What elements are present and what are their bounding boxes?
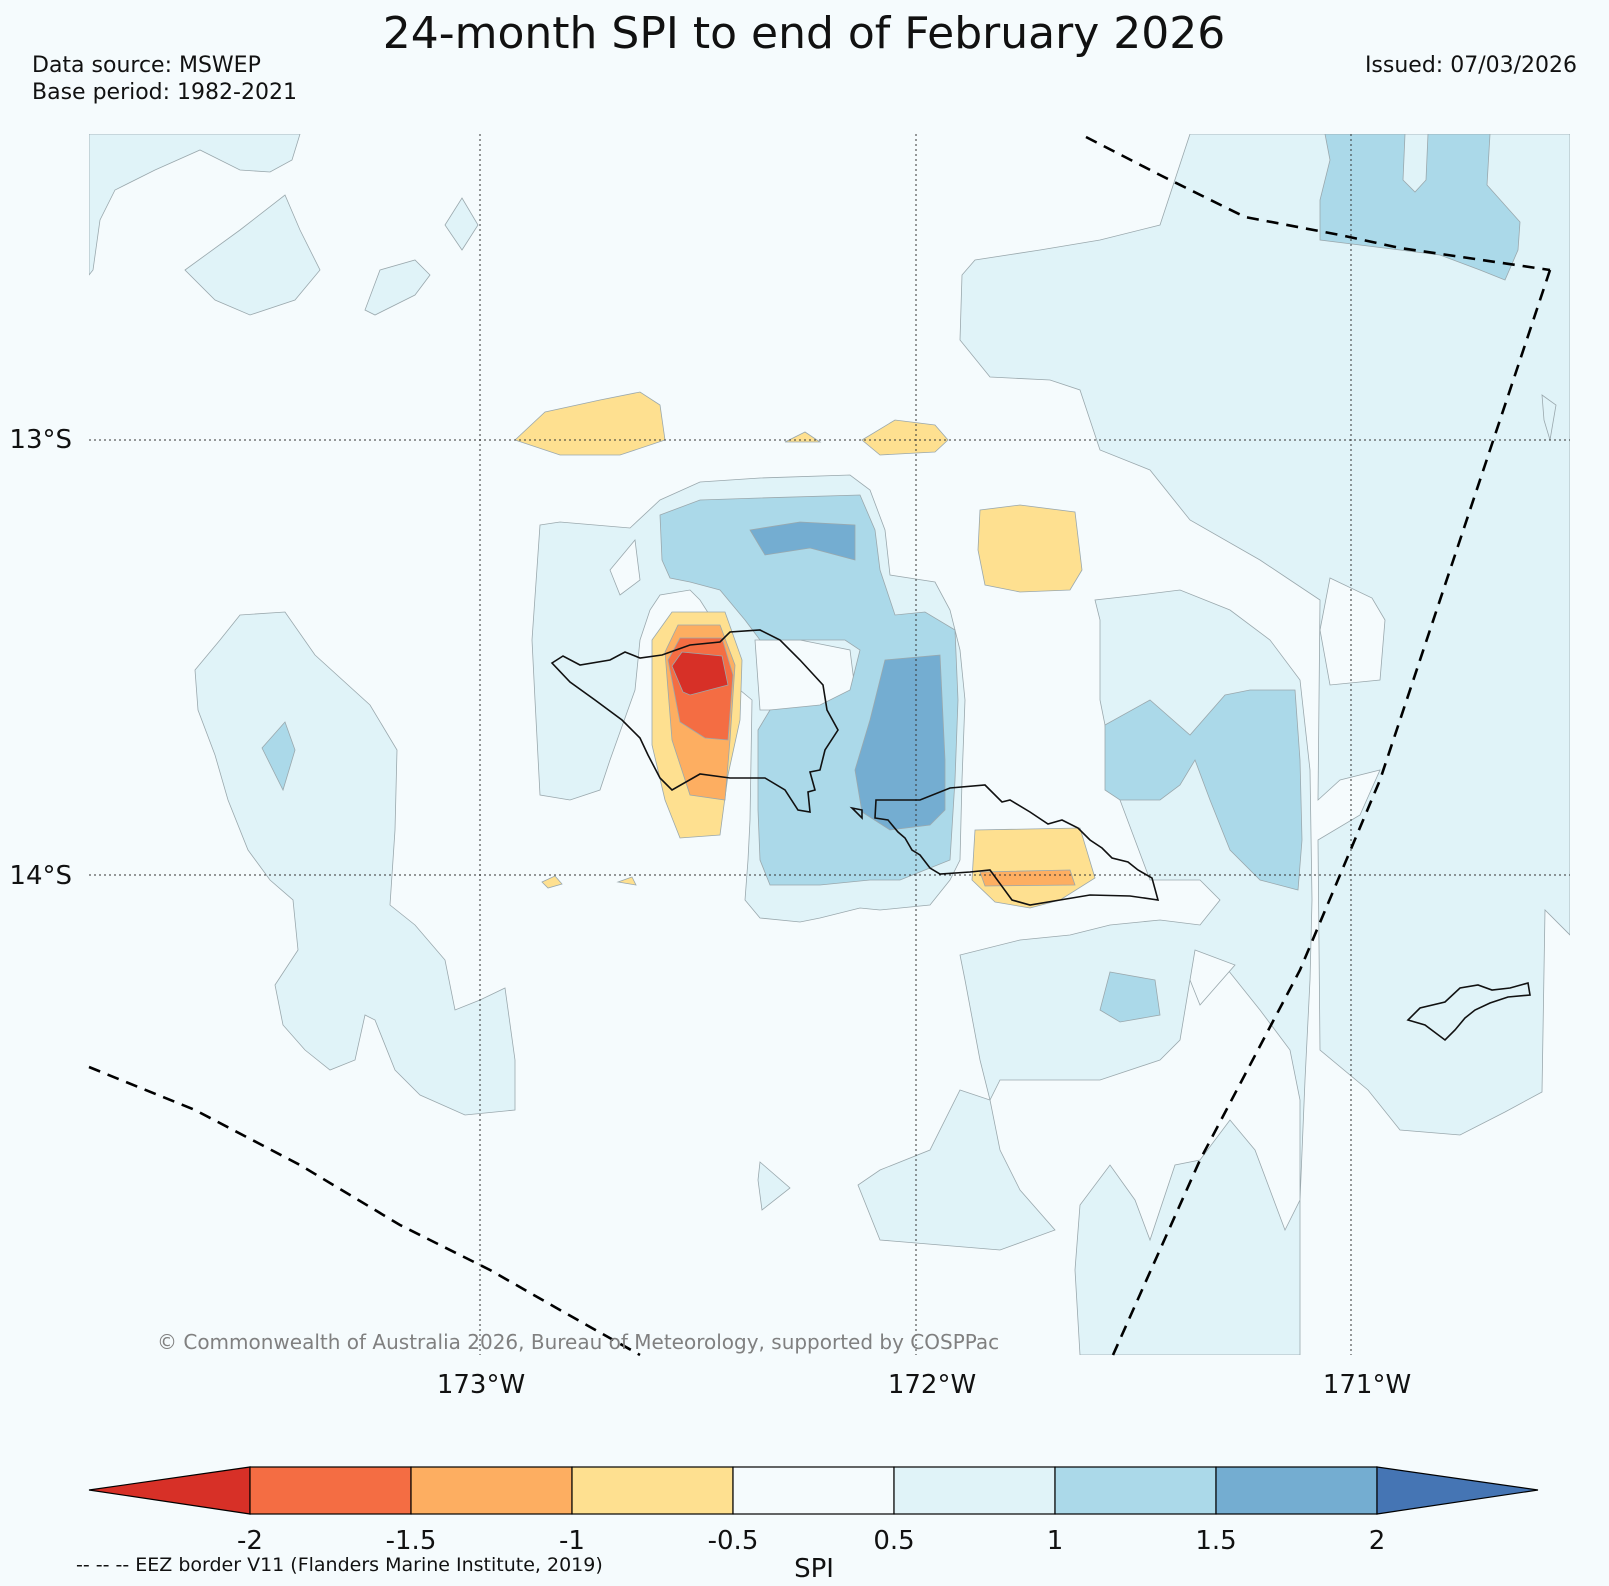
colorbar-ticks: -2 -1.5 -1 -0.5 0.5 1 1.5 2 — [237, 1526, 1385, 1556]
lon-label-172w: 172°W — [888, 1370, 976, 1400]
contour-0.5-1-small-blob-b — [444, 197, 479, 251]
contour-1.5-2-top — [749, 521, 856, 561]
eez-border-southwest — [88, 1065, 641, 1357]
colorbar-tick: 2 — [1369, 1526, 1386, 1556]
colorbar-tick: -1 — [559, 1526, 585, 1556]
contour-neg0.5-neg1-tiny-a — [541, 875, 563, 889]
contour-neg0.5-neg1-north-c — [861, 419, 949, 456]
contour-hole-d — [609, 539, 641, 596]
contour-neg0.5-neg1-east — [977, 504, 1083, 593]
colorbar-tick: -2 — [237, 1526, 263, 1556]
upolu-coastline — [874, 784, 1160, 906]
spi-contours — [89, 134, 1570, 1355]
lat-label-13s: 13°S — [9, 425, 72, 455]
data-source-label: Data source: MSWEP — [32, 53, 261, 78]
issued-date-label: Issued: 07/03/2026 — [1365, 53, 1577, 78]
coastlines — [550, 629, 1531, 1042]
contour-1-1.5-small-west — [261, 721, 296, 792]
map-panel: © Commonwealth of Australia 2026, Bureau… — [88, 134, 1570, 1357]
contour-neg1-neg1.5-south — [979, 869, 1076, 887]
colorbar-bin-0.5-1 — [893, 1466, 1056, 1515]
contour-0.5-1-small-blob-c — [757, 1161, 791, 1211]
base-period-label: Base period: 1982-2021 — [32, 80, 297, 105]
colorbar-extend-low — [88, 1466, 251, 1515]
colorbar-tick: 0.5 — [873, 1526, 914, 1556]
lat-label-14s: 14°S — [9, 861, 72, 891]
contour-1-1.5-east — [1104, 689, 1303, 891]
contour-neg0.5-neg1-north-b — [784, 431, 822, 443]
colorbar-bin-1-1.5 — [1054, 1466, 1217, 1515]
savaii-coastline — [550, 629, 839, 813]
colorbar: -2 -1.5 -1 -0.5 0.5 1 1.5 2 SPI — [88, 1466, 1539, 1584]
eez-border-north — [1085, 135, 1551, 272]
colorbar-bin-neg0.5-0.5 — [732, 1466, 895, 1515]
contour-neg0.5-neg1-north-a — [514, 391, 666, 456]
contour-hole-e — [1402, 134, 1429, 193]
contour-0.5-1-large-east — [959, 134, 1570, 1136]
contour-1-1.5-northeast — [1319, 134, 1521, 281]
contour-hole-b — [1189, 949, 1236, 1006]
contour-0.5-1-nw-blob — [184, 194, 321, 316]
map-title: 24-month SPI to end of February 2026 — [383, 8, 1225, 59]
colorbar-bin-neg1.5-neg1 — [410, 1466, 573, 1515]
colorbar-bin-neg1-neg0.5 — [571, 1466, 734, 1515]
graticule — [89, 134, 1570, 1355]
contour-hole-a — [1319, 577, 1386, 686]
lon-label-173w: 173°W — [437, 1370, 525, 1400]
contour-0.5-1-nw-corner — [89, 134, 301, 276]
copyright-notice: © Commonwealth of Australia 2026, Bureau… — [157, 1330, 999, 1354]
contour-1.5-2-center — [854, 654, 946, 831]
contour-0.5-1-lower-center — [857, 1089, 1056, 1251]
manono-islet — [849, 806, 863, 820]
eez-borders — [88, 135, 1552, 1357]
eez-border-east — [1111, 269, 1552, 1356]
contour-neg0.5-neg1-tiny-b — [616, 876, 637, 886]
lon-label-171w: 171°W — [1323, 1370, 1411, 1400]
contour-lt-neg2 — [671, 651, 729, 696]
colorbar-tick: -0.5 — [708, 1526, 759, 1556]
colorbar-bin-1.5-2 — [1215, 1466, 1378, 1515]
colorbar-tick: -1.5 — [386, 1526, 437, 1556]
contour-0.5-1-small-blob-a — [364, 259, 431, 316]
colorbar-tick: 1 — [1047, 1526, 1064, 1556]
tutuila-coastline — [1406, 981, 1531, 1042]
axis-labels: 13°S 14°S 173°W 172°W 171°W — [9, 425, 1411, 1400]
eez-legend-note: -- -- -- EEZ border V11 (Flanders Marine… — [76, 1554, 603, 1576]
colorbar-extend-high — [1376, 1466, 1539, 1515]
colorbar-bin-neg2-neg1.5 — [249, 1466, 412, 1515]
colorbar-label: SPI — [794, 1554, 834, 1584]
colorbar-tick: 1.5 — [1195, 1526, 1236, 1556]
contour-1-1.5-small-east — [1099, 971, 1161, 1023]
